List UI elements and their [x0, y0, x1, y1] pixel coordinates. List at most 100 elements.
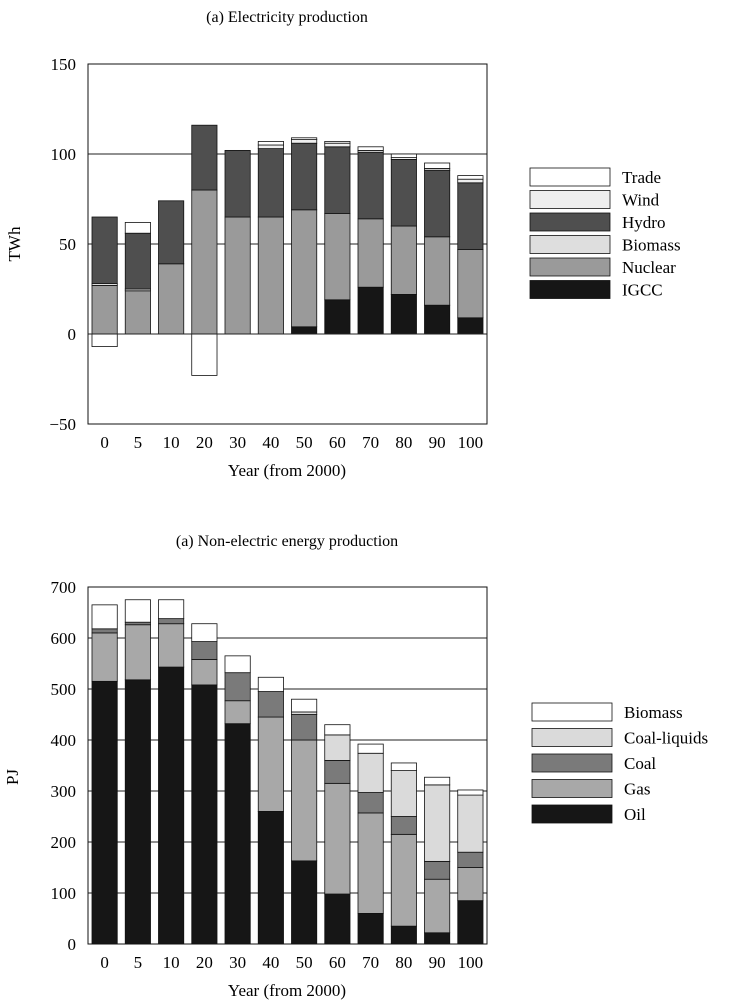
bar-oil-90 [424, 932, 451, 945]
legend-label-biomass: Biomass [622, 236, 681, 255]
bar-igcc-100 [457, 317, 484, 335]
bar-trade-20 [191, 333, 218, 376]
bar-igcc-70 [357, 286, 384, 335]
bar-oil-70 [357, 912, 384, 945]
bar-nuclear-5 [124, 290, 151, 335]
bar-oil-50 [291, 860, 318, 945]
y-tick-label: 300 [51, 782, 77, 801]
chart-title: (a) Electricity production [206, 9, 368, 26]
x-tick-label: 70 [362, 953, 379, 972]
legend-label-igcc: IGCC [622, 281, 663, 300]
x-tick-label: 5 [134, 433, 143, 452]
bar-biomass-30 [224, 655, 251, 674]
legend-swatch-oil [531, 804, 613, 824]
bar-coal-90 [424, 860, 451, 880]
bar-biomass-10 [158, 599, 185, 620]
y-tick-label: 150 [51, 55, 77, 74]
bar-biomass-90 [424, 776, 451, 786]
bar-hydro-30 [224, 149, 251, 218]
bar-trade-80 [390, 153, 417, 158]
plot-frame [87, 63, 488, 425]
x-tick-label: 60 [329, 433, 346, 452]
bar-oil-30 [224, 723, 251, 945]
bar-biomass-20 [191, 623, 218, 642]
bar-wind-60 [324, 142, 351, 148]
bar-biomass-100 [457, 789, 484, 796]
y-tick-label: 600 [51, 629, 77, 648]
legend-label-biomass: Biomass [624, 703, 683, 722]
bar-oil-20 [191, 684, 218, 945]
bar-hydro-10 [158, 200, 185, 265]
legend-label-coal: Coal [624, 754, 656, 773]
legend-swatch-coal [531, 753, 613, 773]
bar-hydro-40 [257, 148, 284, 218]
x-tick-label: 80 [395, 433, 412, 452]
x-tick-label: 80 [395, 953, 412, 972]
y-tick-label: −50 [49, 415, 76, 434]
y-tick-label: 50 [59, 235, 76, 254]
y-tick-label: 700 [51, 578, 77, 597]
legend-label-wind: Wind [622, 191, 660, 210]
x-tick-label: 5 [134, 953, 143, 972]
x-tick-label: 50 [296, 953, 313, 972]
bar-coal-liquids-70 [357, 752, 384, 793]
bar-gas-60 [324, 782, 351, 895]
y-axis-label: PJ [3, 769, 22, 785]
x-tick-label: 0 [100, 953, 109, 972]
bar-biomass-0 [91, 604, 118, 630]
bar-gas-40 [257, 716, 284, 812]
bar-oil-10 [158, 666, 185, 945]
x-tick-label: 20 [196, 433, 213, 452]
bar-coal-0 [91, 628, 118, 634]
bar-gas-30 [224, 700, 251, 725]
legend-label-hydro: Hydro [622, 213, 665, 232]
legend-swatch-trade [529, 167, 611, 187]
bar-gas-5 [124, 624, 151, 681]
bar-biomass-50 [291, 698, 318, 713]
y-tick-label: 400 [51, 731, 77, 750]
y-axis-label: TWh [5, 226, 24, 261]
bar-wind-100 [457, 178, 484, 184]
x-tick-label: 10 [163, 953, 180, 972]
bar-gas-0 [91, 632, 118, 682]
legend-label-oil: Oil [624, 805, 646, 824]
legend-swatch-coal-liquids [531, 728, 613, 747]
bar-igcc-50 [291, 326, 318, 335]
legend-swatch-gas [531, 779, 613, 798]
bar-nuclear-90 [424, 236, 451, 306]
plot-frame [87, 586, 488, 945]
bar-trade-50 [291, 137, 318, 141]
bar-hydro-0 [91, 216, 118, 284]
legend-label-gas: Gas [624, 780, 650, 799]
bar-coal-10 [158, 618, 185, 625]
x-tick-label: 30 [229, 953, 246, 972]
bar-igcc-80 [390, 293, 417, 335]
electricity-production-chart: (a) Electricity production TWh Year (fro… [5, 9, 681, 480]
bar-coal-100 [457, 851, 484, 868]
bar-biomass-60 [324, 724, 351, 736]
x-axis-label: Year (from 2000) [228, 461, 346, 480]
bar-gas-10 [158, 623, 185, 668]
legend-swatch-igcc [529, 280, 611, 299]
x-tick-label: 90 [429, 953, 446, 972]
x-tick-label: 10 [163, 433, 180, 452]
bar-nuclear-0 [91, 284, 118, 335]
bar-oil-60 [324, 893, 351, 945]
legend-swatch-wind [529, 190, 611, 209]
legend-label-coal-liquids: Coal-liquids [624, 729, 708, 748]
bar-nuclear-40 [257, 216, 284, 335]
bar-gas-20 [191, 659, 218, 686]
legend-swatch-biomass [531, 702, 613, 722]
y-tick-label: 500 [51, 680, 77, 699]
bar-nuclear-80 [390, 225, 417, 295]
bar-biomass-40 [257, 676, 284, 692]
bar-coal-60 [324, 759, 351, 784]
bar-trade-40 [257, 140, 284, 146]
bar-oil-0 [91, 680, 118, 945]
bar-trade-0 [91, 333, 118, 348]
bar-coal-liquids-100 [457, 794, 484, 853]
x-axis-label: Year (from 2000) [228, 981, 346, 1000]
chart-title: (a) Non-electric energy production [176, 533, 398, 550]
x-tick-label: 100 [458, 953, 484, 972]
